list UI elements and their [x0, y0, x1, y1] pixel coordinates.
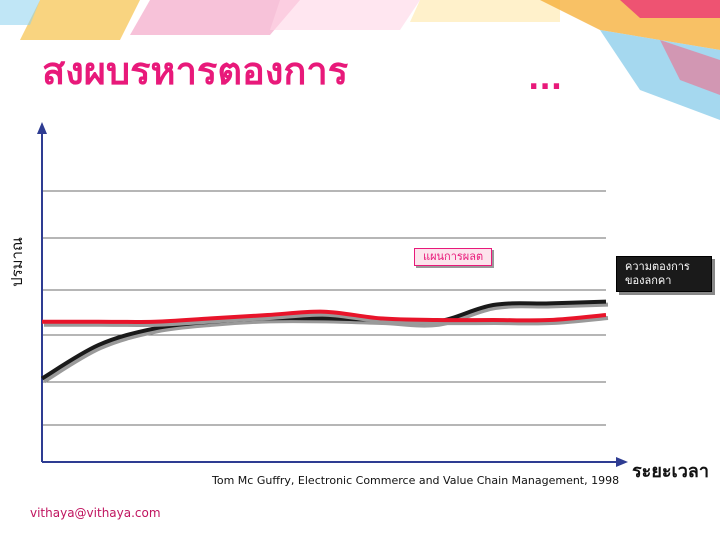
series-layer: [40, 299, 609, 384]
series-shadow: [44, 312, 609, 327]
series-label-customer-demand: ความตองการ ของลกคา: [616, 256, 712, 292]
decorative-banner: [0, 0, 720, 120]
slide-title: สงผบรหารตองการ: [42, 49, 349, 93]
x-axis-arrow: [616, 457, 628, 467]
series-line-customer-demand: [40, 299, 607, 381]
series-line-production-plan: [42, 309, 607, 324]
y-axis-label: ปรมาณ: [8, 237, 26, 287]
series-label-production-plan: แผนการผลต: [414, 248, 493, 266]
footer-email: vithaya@vithaya.com: [30, 506, 161, 520]
x-axis-label: ระยะเวลา: [632, 461, 709, 482]
title-ellipsis: ...: [528, 62, 563, 97]
series-shadow: [42, 302, 609, 384]
source-credit: Tom Mc Guffry, Electronic Commerce and V…: [212, 474, 620, 487]
y-axis-arrow: [37, 122, 47, 134]
